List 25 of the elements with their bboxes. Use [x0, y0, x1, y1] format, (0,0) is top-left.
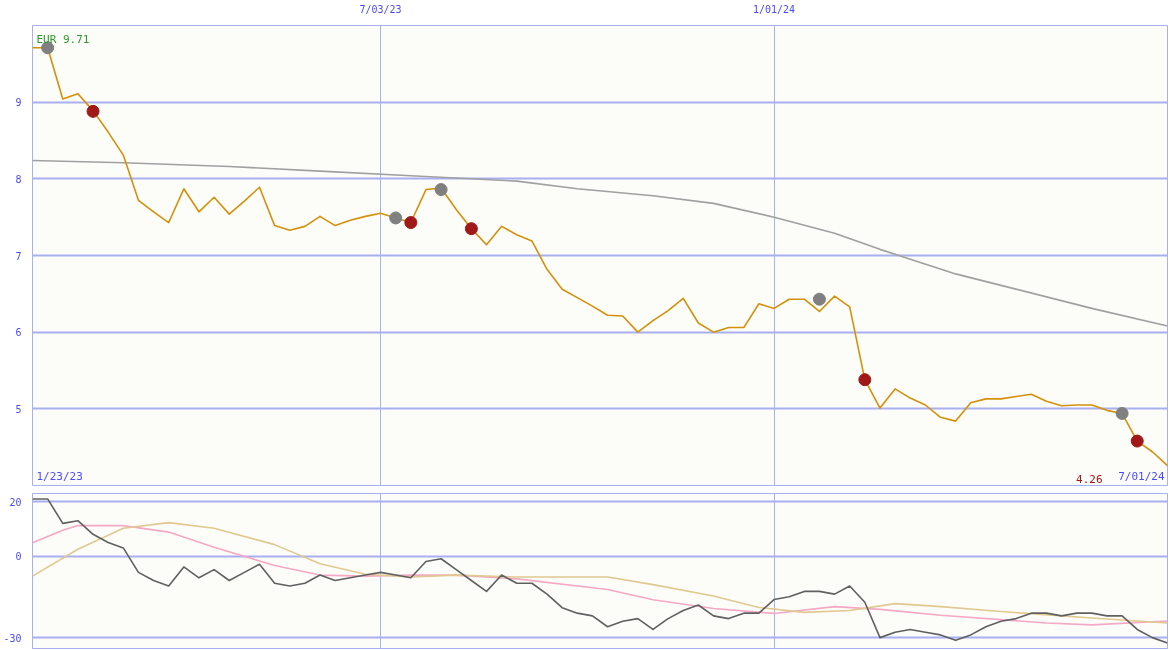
point	[464, 222, 478, 236]
annotation: 4.26	[1076, 472, 1103, 486]
y-tick-label: 6	[15, 327, 22, 339]
y-tick-label: 0	[15, 551, 22, 563]
line-series	[32, 498, 1168, 644]
y-tick-label: 9	[15, 97, 22, 109]
point	[434, 183, 448, 197]
point	[86, 104, 100, 118]
point	[1130, 434, 1144, 448]
x-tick-label: 7/03/23	[359, 3, 402, 15]
annotation: 7/01/24	[1118, 469, 1165, 483]
annotation: EUR 9.71	[36, 32, 90, 46]
x-tick-label: 1/01/24	[752, 3, 796, 15]
point	[1115, 406, 1129, 420]
y-tick-label: 5	[15, 403, 22, 415]
y-tick-label: 8	[15, 173, 22, 185]
point	[389, 211, 403, 225]
y-tick-label: 20	[9, 496, 22, 508]
y-tick-label: -30	[3, 632, 22, 644]
annotation: 1/23/23	[36, 469, 83, 483]
point	[404, 216, 418, 230]
point	[858, 373, 872, 387]
point	[812, 292, 826, 306]
y-tick-label: 7	[15, 250, 22, 262]
line-series	[32, 159, 1168, 327]
